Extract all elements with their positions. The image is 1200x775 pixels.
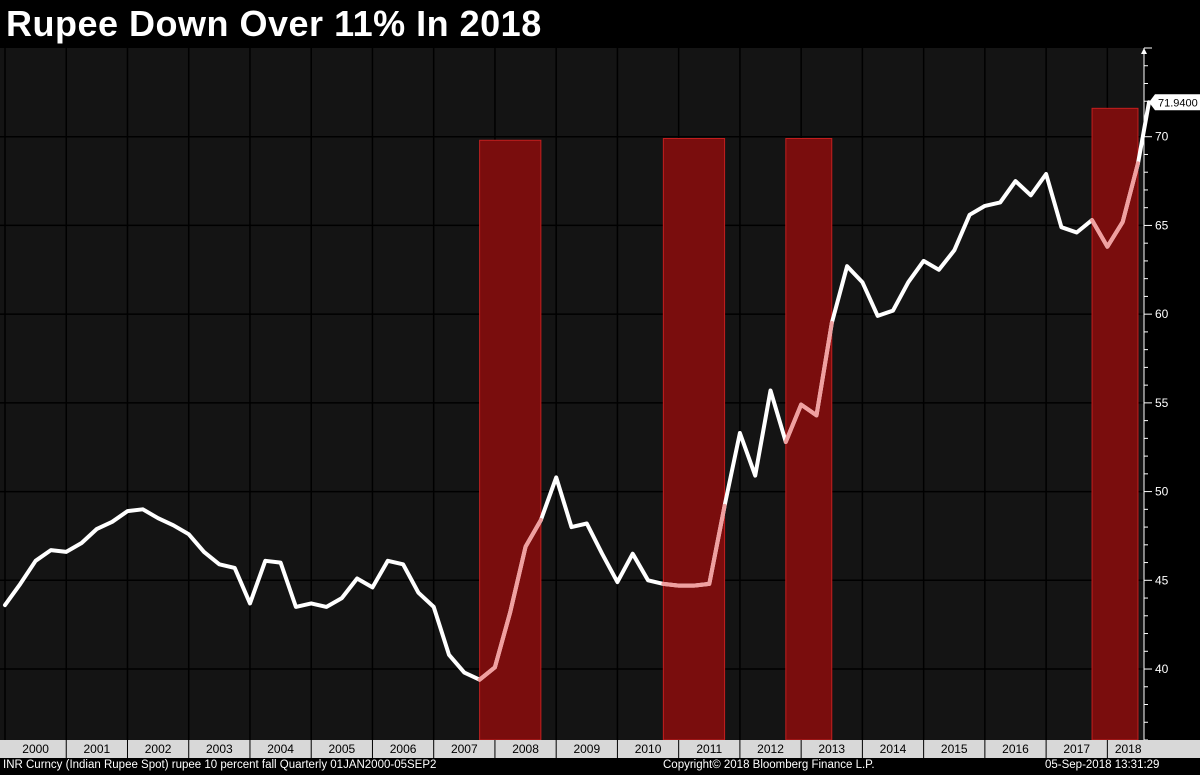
x-tick-label: 2006 <box>390 742 417 756</box>
x-tick-label: 2013 <box>818 742 845 756</box>
series-line <box>3 100 1151 682</box>
x-tick-label: 2001 <box>84 742 111 756</box>
footer-copyright: Copyright© 2018 Bloomberg Finance L.P. <box>663 759 875 771</box>
x-tick-label: 2009 <box>573 742 600 756</box>
y-tick-label: 65 <box>1155 218 1169 232</box>
series-line-main <box>3 100 1151 682</box>
series-line-highlight <box>477 518 543 682</box>
plot-area <box>0 48 1144 740</box>
last-value-box <box>1149 94 1200 111</box>
x-tick-label: 2002 <box>145 742 172 756</box>
x-tick-label: 2016 <box>1002 742 1029 756</box>
y-axis-arrow <box>1141 48 1147 54</box>
x-tick-label: 2000 <box>22 742 49 756</box>
footer: INR Curncy (Indian Rupee Spot) rupee 10 … <box>0 758 1200 775</box>
y-tick-label: 45 <box>1155 573 1169 587</box>
footer-timestamp: 05-Sep-2018 13:31:29 <box>1045 759 1160 771</box>
x-tick-label: 2011 <box>696 742 722 756</box>
highlight-periods <box>479 107 1139 741</box>
y-tick-label: 70 <box>1155 130 1169 144</box>
series-line-highlight <box>1090 161 1140 249</box>
highlight-bar <box>785 137 833 741</box>
series-line-highlight <box>783 321 834 444</box>
y-tick-label: 40 <box>1155 662 1169 676</box>
x-tick-label: 2012 <box>757 742 784 756</box>
x-tick-label: 2003 <box>206 742 233 756</box>
x-tick-label: 2017 <box>1063 742 1090 756</box>
x-tick-label: 2018 <box>1115 742 1142 756</box>
chart-title: Rupee Down Over 11% In 2018 <box>6 3 542 44</box>
footer-source: INR Curncy (Indian Rupee Spot) rupee 10 … <box>3 759 437 771</box>
x-axis: 2000 2001 2002 2003 2004 2005 2006 2007 2008 2009… <box>0 740 1200 758</box>
last-value-label: 71.9400 <box>1158 97 1198 109</box>
x-axis-bar <box>0 740 1200 758</box>
x-tick-label: 2004 <box>267 742 294 756</box>
x-tick-label: 2007 <box>451 742 478 756</box>
x-tick-label: 2005 <box>328 742 355 756</box>
x-tick-label: 2008 <box>512 742 539 756</box>
y-axis: 40 45 50 55 60 65 70 71.9400 <box>1141 47 1200 741</box>
y-tick-label: 50 <box>1155 485 1169 499</box>
highlight-bar <box>662 137 726 741</box>
y-tick-label: 55 <box>1155 396 1169 410</box>
highlight-bar <box>479 139 542 741</box>
series-line-highlight <box>661 503 727 588</box>
x-tick-label: 2015 <box>941 742 968 756</box>
x-tick-label: 2010 <box>635 742 662 756</box>
y-tick-label: 60 <box>1155 307 1169 321</box>
highlight-bar <box>1091 107 1139 741</box>
x-tick-label: 2014 <box>880 742 907 756</box>
